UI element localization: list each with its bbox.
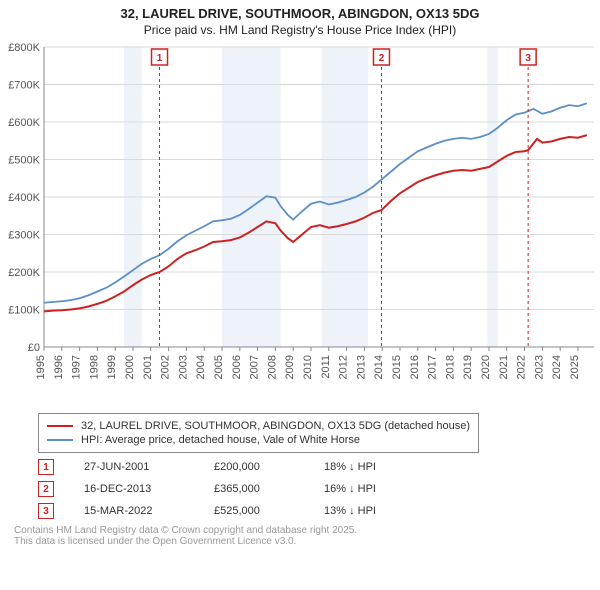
svg-text:2: 2 [379,53,385,64]
date-cell: 27-JUN-2001 [84,461,184,473]
svg-text:1995: 1995 [35,355,47,379]
svg-text:2020: 2020 [480,355,492,379]
svg-text:2001: 2001 [142,355,154,379]
svg-text:2022: 2022 [516,355,528,379]
legend-label: HPI: Average price, detached house, Vale… [81,434,360,446]
svg-text:1999: 1999 [106,355,118,379]
svg-text:£800K: £800K [8,42,40,54]
legend-item-hpi: HPI: Average price, detached house, Vale… [47,434,470,446]
table-row: 2 16-DEC-2013 £365,000 16% ↓ HPI [38,481,588,497]
svg-text:1997: 1997 [71,355,83,379]
svg-text:£300K: £300K [8,230,40,242]
svg-text:£100K: £100K [8,305,40,317]
svg-text:2015: 2015 [391,355,403,379]
legend-swatch-icon [47,439,73,441]
svg-text:2012: 2012 [338,355,350,379]
footer-line1: Contains HM Land Registry data © Crown c… [14,525,588,536]
legend-swatch-icon [47,425,73,427]
svg-text:£600K: £600K [8,117,40,129]
svg-text:£400K: £400K [8,192,40,204]
title-line2: Price paid vs. HM Land Registry's House … [0,23,600,37]
svg-text:2019: 2019 [462,355,474,379]
svg-text:2007: 2007 [249,355,261,379]
footer-line2: This data is licensed under the Open Gov… [14,536,588,547]
line-chart: £0 £100K £200K £300K £400K £500K £600K £700K £80… [0,37,600,407]
svg-text:2014: 2014 [373,355,385,379]
svg-text:2008: 2008 [266,355,278,379]
svg-text:2023: 2023 [533,355,545,379]
svg-text:1: 1 [157,53,163,64]
chart-area: £0 £100K £200K £300K £400K £500K £600K £700K £80… [0,37,600,407]
price-cell: £525,000 [214,505,294,517]
hpi-cell: 18% ↓ HPI [324,461,404,473]
transaction-table: 1 27-JUN-2001 £200,000 18% ↓ HPI 2 16-DE… [38,459,588,519]
svg-text:£200K: £200K [8,267,40,279]
marker-icon: 2 [38,481,54,497]
hpi-cell: 16% ↓ HPI [324,483,404,495]
table-row: 3 15-MAR-2022 £525,000 13% ↓ HPI [38,503,588,519]
legend: 32, LAUREL DRIVE, SOUTHMOOR, ABINGDON, O… [38,413,479,453]
svg-text:2025: 2025 [569,355,581,379]
price-cell: £365,000 [214,483,294,495]
hpi-cell: 13% ↓ HPI [324,505,404,517]
svg-text:£500K: £500K [8,155,40,167]
table-row: 1 27-JUN-2001 £200,000 18% ↓ HPI [38,459,588,475]
marker-icon: 3 [38,503,54,519]
svg-text:2006: 2006 [231,355,243,379]
marker-icon: 1 [38,459,54,475]
date-cell: 16-DEC-2013 [84,483,184,495]
svg-text:2024: 2024 [551,355,563,379]
price-cell: £200,000 [214,461,294,473]
footer: Contains HM Land Registry data © Crown c… [14,525,588,547]
svg-text:£0: £0 [28,342,40,354]
svg-text:2011: 2011 [320,355,332,379]
svg-text:2003: 2003 [177,355,189,379]
chart-title: 32, LAUREL DRIVE, SOUTHMOOR, ABINGDON, O… [0,0,600,37]
svg-text:2002: 2002 [160,355,172,379]
svg-text:2010: 2010 [302,355,314,379]
svg-text:2013: 2013 [355,355,367,379]
svg-text:£700K: £700K [8,80,40,92]
legend-item-price-paid: 32, LAUREL DRIVE, SOUTHMOOR, ABINGDON, O… [47,420,470,432]
svg-text:2017: 2017 [427,355,439,379]
title-line1: 32, LAUREL DRIVE, SOUTHMOOR, ABINGDON, O… [0,6,600,21]
svg-text:1996: 1996 [53,355,65,379]
svg-text:2004: 2004 [195,355,207,379]
svg-text:1998: 1998 [88,355,100,379]
date-cell: 15-MAR-2022 [84,505,184,517]
svg-text:2000: 2000 [124,355,136,379]
svg-text:2016: 2016 [409,355,421,379]
legend-label: 32, LAUREL DRIVE, SOUTHMOOR, ABINGDON, O… [81,420,470,432]
svg-text:2018: 2018 [444,355,456,379]
svg-text:2009: 2009 [284,355,296,379]
svg-text:3: 3 [525,53,531,64]
svg-text:2021: 2021 [498,355,510,379]
svg-text:2005: 2005 [213,355,225,379]
